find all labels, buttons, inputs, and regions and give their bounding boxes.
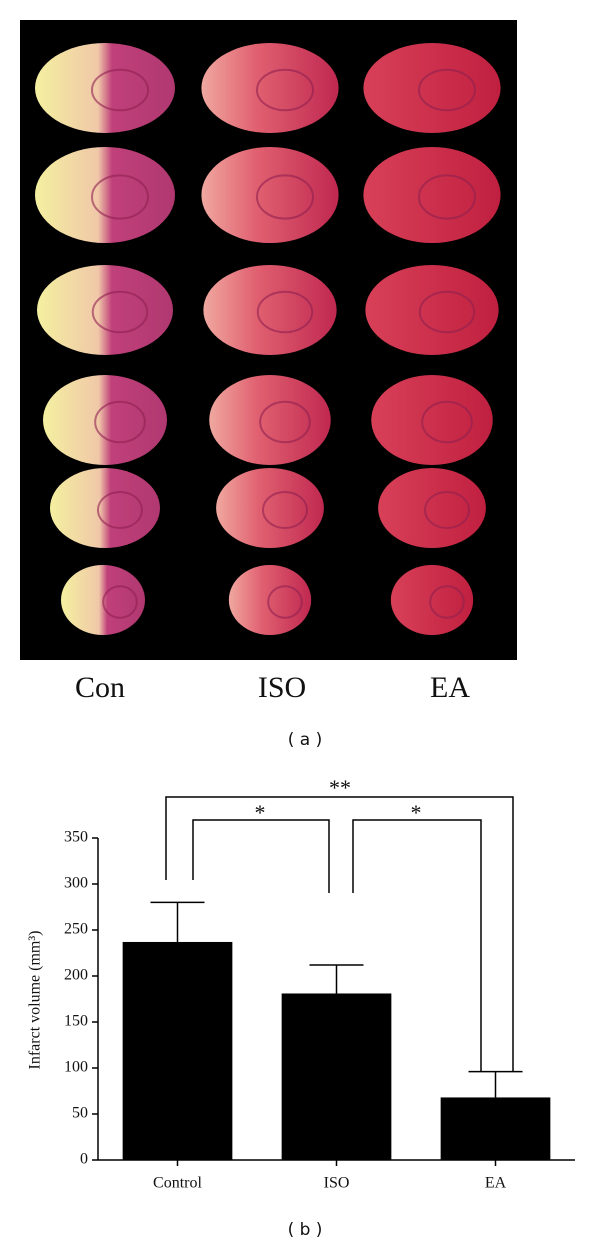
group-label: Con (75, 671, 125, 704)
panel-caption: ( b ) (288, 1220, 323, 1240)
slice-detail (102, 585, 138, 619)
brain-slice (203, 265, 337, 355)
slice-detail (91, 174, 149, 220)
y-tick-label: 350 (64, 829, 88, 846)
slice-detail (262, 491, 308, 529)
brain-slice (37, 265, 173, 355)
brain-slice (228, 565, 312, 635)
brain-slice (363, 43, 501, 133)
y-tick-label: 300 (64, 875, 88, 892)
brain-slice (35, 147, 175, 243)
brain-slice (35, 43, 175, 133)
brain-slices (35, 43, 501, 635)
panel-caption: ( a ) (288, 730, 323, 750)
slice-detail (91, 290, 149, 334)
significance-label: ** (329, 775, 351, 800)
bracket (165, 796, 514, 1072)
y-tick-label: 50 (72, 1105, 88, 1122)
slice-detail (418, 174, 476, 220)
bracket (192, 819, 330, 893)
slice-detail (259, 400, 311, 444)
slice-detail (256, 68, 314, 112)
y-axis-label: Infarct volume (mm³) (27, 931, 44, 1070)
brain-slice (378, 468, 486, 548)
y-tick-label: 0 (80, 1151, 88, 1168)
brain-slice (201, 43, 339, 133)
group-label: ISO (258, 671, 306, 704)
significance-label: * (255, 800, 266, 825)
significance-label: * (411, 800, 422, 825)
slice-detail (97, 491, 143, 529)
brain-slice (390, 565, 474, 635)
y-tick-label: 100 (64, 1059, 88, 1076)
bar (440, 1097, 551, 1160)
slice-detail (91, 68, 149, 112)
bracket (352, 819, 482, 1072)
group-label: EA (430, 671, 470, 704)
y-tick-label: 150 (64, 1013, 88, 1030)
bar (122, 941, 233, 1160)
brain-slice (363, 147, 501, 243)
brain-slice (43, 375, 167, 465)
x-tick-label: EA (485, 1175, 507, 1192)
slice-detail (429, 585, 465, 619)
slice-detail (256, 174, 314, 220)
x-tick-label: Control (153, 1175, 202, 1192)
slice-detail (267, 585, 303, 619)
significance-brackets (165, 796, 514, 1072)
slice-detail (418, 290, 476, 334)
brain-slice (371, 375, 493, 465)
brain-slice (365, 265, 499, 355)
brain-slice (209, 375, 331, 465)
x-tick-label: ISO (324, 1175, 350, 1192)
slice-detail (424, 491, 470, 529)
brain-slice (201, 147, 339, 243)
bar (281, 993, 392, 1160)
y-tick-label: 250 (64, 921, 88, 938)
brain-slice (216, 468, 324, 548)
slice-detail (256, 290, 314, 334)
slice-detail (418, 68, 476, 112)
y-tick-label: 200 (64, 967, 88, 984)
slice-detail (94, 400, 146, 444)
slice-detail (421, 400, 473, 444)
brain-slice (50, 468, 160, 548)
